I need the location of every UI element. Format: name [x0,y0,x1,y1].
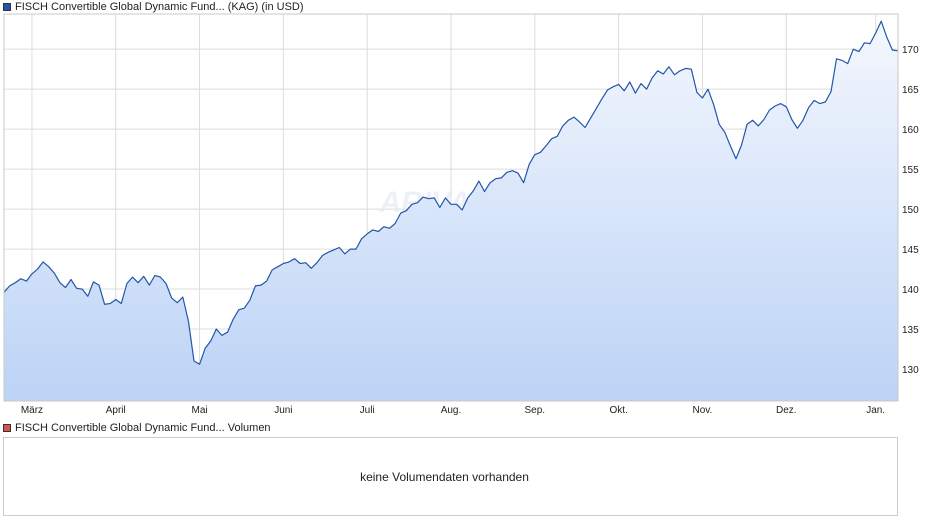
y-tick-label: 150 [902,205,919,216]
price-area-fill [4,21,898,401]
plot-frame [3,13,899,402]
y-tick-label: 170 [902,45,919,56]
y-tick-label: 135 [902,325,919,336]
x-tick-label: Nov. [693,405,713,416]
price-series-line [3,20,899,365]
x-tick-label: Dez. [776,405,797,416]
y-tick-label: 145 [902,245,919,256]
x-tick-label: April [106,405,126,416]
volume-panel: keine Volumendaten vorhanden [3,437,898,516]
price-legend-swatch [3,3,11,11]
x-tick-label: Jan. [866,405,885,416]
volume-legend-swatch [3,424,11,432]
y-tick-label: 160 [902,125,919,136]
y-tick-label: 165 [902,85,919,96]
y-tick-label: 140 [902,285,919,296]
volume-empty-message: keine Volumendaten vorhanden [360,469,529,484]
x-tick-label: März [21,405,43,416]
volume-legend: FISCH Convertible Global Dynamic Fund...… [3,421,271,435]
price-legend: FISCH Convertible Global Dynamic Fund...… [3,0,304,14]
y-axis-labels: 130 135 140 145 150 155 160 165 170 [902,45,919,376]
x-tick-label: Juni [274,405,292,416]
x-tick-label: Aug. [441,405,462,416]
x-tick-label: Juli [360,405,375,416]
volume-legend-label: FISCH Convertible Global Dynamic Fund...… [15,422,271,434]
price-legend-label: FISCH Convertible Global Dynamic Fund...… [15,1,304,13]
x-tick-label: Mai [192,405,208,416]
x-axis-labels: März April Mai Juni Juli Aug. Sep. Okt. Nov. Dez.… [21,405,885,416]
x-tick-label: Okt. [609,405,627,416]
x-tick-label: Sep. [525,405,546,416]
y-tick-label: 130 [902,365,919,376]
y-tick-label: 155 [902,165,919,176]
